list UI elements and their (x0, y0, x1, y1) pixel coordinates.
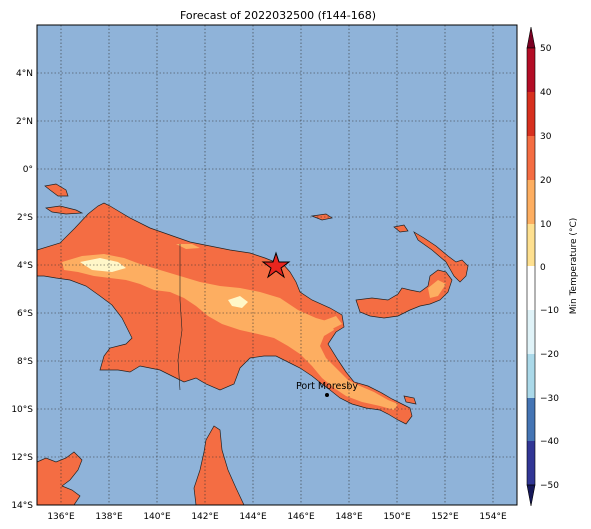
colorbar-label: Min Temperature (°C) (569, 218, 579, 315)
lon-tick: 140°E (143, 512, 171, 522)
colorbar-bin (527, 354, 535, 398)
border-line (177, 244, 183, 391)
lat-tick: 2°N (16, 117, 33, 127)
colorbar-bin (527, 92, 535, 136)
lat-tick: 6°S (17, 309, 33, 319)
colorbar: 50 40 30 20 10 0 −10 −20 −30 −40 −50 Min… (526, 26, 579, 507)
north-coast-patch (176, 244, 200, 249)
colorbar-tick: −30 (540, 394, 559, 404)
island-seram (45, 205, 84, 215)
lat-tick: 10°S (11, 405, 33, 415)
lat-tick: 0° (23, 165, 33, 175)
city-label: Port Moresby (296, 381, 358, 392)
colorbar-tick: −50 (540, 481, 559, 491)
lon-tick: 152°E (431, 512, 459, 522)
colorbar-bin (527, 180, 535, 224)
lat-tick: 14°S (11, 501, 33, 511)
lat-tick: 4°N (16, 69, 33, 79)
colorbar-frame (526, 47, 536, 486)
cool-patch-west (80, 258, 126, 272)
colorbar-bottom-extension (526, 484, 536, 507)
lon-tick: 142°E (191, 512, 219, 522)
colorbar-tick: 40 (540, 88, 552, 98)
gridlines (37, 25, 517, 505)
figure-title: Forecast of 2022032500 (f144-168) (180, 9, 376, 22)
colorbar-bin (527, 441, 535, 485)
lat-tick: 4°S (17, 261, 33, 271)
city-dot (325, 393, 329, 397)
lon-tick: 136°E (47, 512, 75, 522)
land-layer (37, 183, 469, 505)
map-panel: Port Moresby (36, 24, 518, 506)
colorbar-bin (527, 48, 535, 92)
star-icon (261, 251, 291, 279)
map-frame (36, 24, 518, 506)
colorbar-bin (527, 136, 535, 180)
colorbar-tick: 30 (540, 132, 552, 142)
lon-tick: 154°E (479, 512, 507, 522)
colorbar-bin (527, 266, 535, 310)
lon-tick: 138°E (95, 512, 123, 522)
colorbar-tick: 10 (540, 220, 552, 230)
island-new-britain (355, 269, 453, 319)
lon-tick: 146°E (287, 512, 315, 522)
australia-cape-york (193, 425, 245, 505)
island-new-britain-cool (428, 280, 446, 298)
colorbar-tick: −10 (540, 306, 559, 316)
island-new-ireland (393, 224, 469, 283)
australia-arnhem (37, 451, 83, 505)
colorbar-bin (527, 310, 535, 354)
colorbar-tick: 50 (540, 44, 552, 54)
colorbar-top-extension (526, 26, 536, 49)
colorbar-tick: −20 (540, 350, 559, 360)
colorbar-bin (527, 224, 535, 266)
lat-tick: 8°S (17, 357, 33, 367)
lat-tick: 12°S (11, 453, 33, 463)
island-d-entrecasteaux (403, 395, 417, 405)
lat-tick: 2°S (17, 213, 33, 223)
colorbar-tick: 20 (540, 176, 552, 186)
south-band-patch (320, 316, 342, 330)
lat-axis: 4°N 2°N 0° 2°S 4°S 6°S 8°S 10°S 12°S 14°… (11, 69, 33, 511)
island-misool (44, 183, 69, 197)
colorbar-tick: 0 (540, 263, 546, 273)
colorbar-tick: −40 (540, 437, 559, 447)
colorbar-bin (527, 398, 535, 441)
lon-tick: 144°E (239, 512, 267, 522)
lon-tick: 148°E (335, 512, 363, 522)
cool-patch-central (228, 296, 248, 308)
lon-tick: 150°E (383, 512, 411, 522)
lon-axis: 136°E 138°E 140°E 142°E 144°E 146°E 148°… (47, 512, 507, 522)
